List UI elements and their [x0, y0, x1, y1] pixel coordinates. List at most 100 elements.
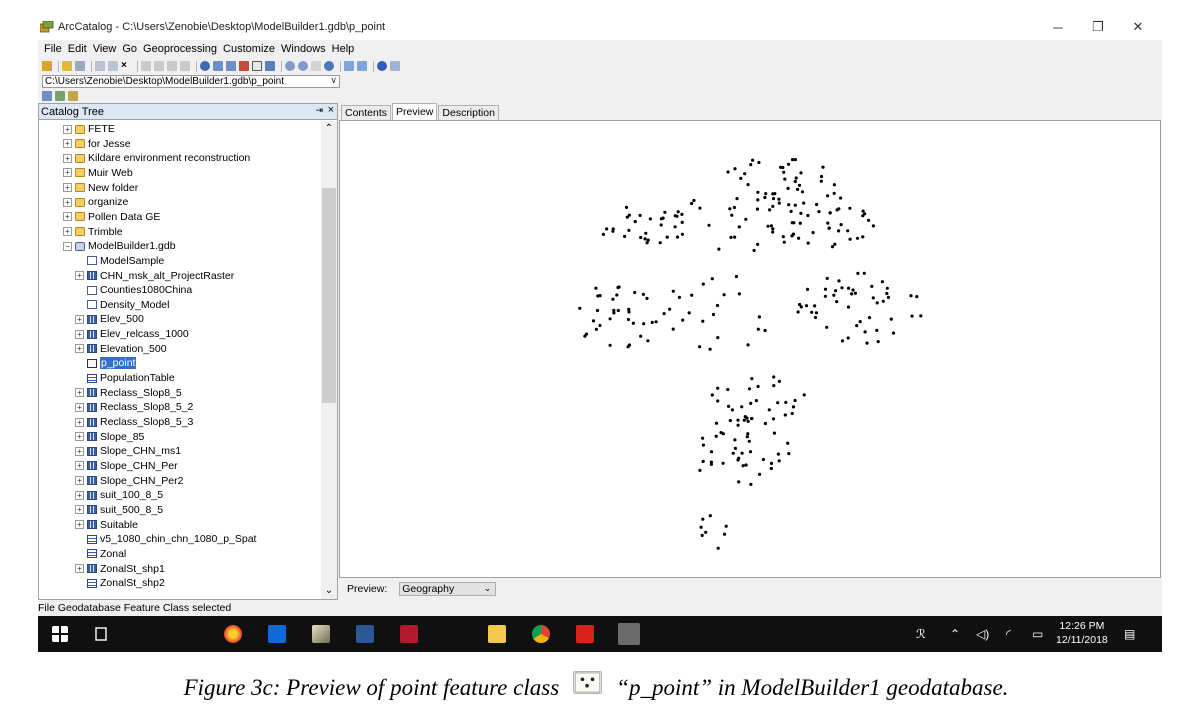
- tree-item[interactable]: ZonalSt_shp2: [75, 576, 165, 590]
- expand-icon[interactable]: +: [75, 388, 84, 398]
- tree-item[interactable]: + Trimble: [63, 225, 123, 239]
- close-button[interactable]: ✕: [1132, 19, 1144, 34]
- title-bar[interactable]: ArcCatalog - C:\Users\Zenobie\Desktop\Mo…: [38, 14, 1162, 40]
- network-icon[interactable]: ◜: [1006, 627, 1011, 641]
- tree-item[interactable]: ModelSample: [75, 254, 164, 268]
- mendeley-icon[interactable]: [400, 625, 418, 643]
- catalog-window-icon[interactable]: [213, 61, 223, 71]
- tree-item[interactable]: + Slope_85: [75, 430, 144, 444]
- task-view-icon[interactable]: [93, 626, 109, 642]
- connect-folder-icon[interactable]: [62, 61, 72, 71]
- tree-item[interactable]: + Slope_CHN_ms1: [75, 444, 181, 458]
- search-window-icon[interactable]: [226, 61, 236, 71]
- firefox-icon[interactable]: [224, 625, 242, 643]
- tree-item[interactable]: + Pollen Data GE: [63, 210, 160, 224]
- dropbox-icon[interactable]: [268, 625, 286, 643]
- tree-item[interactable]: + ZonalSt_shp1: [75, 562, 165, 576]
- delete-icon[interactable]: ×: [121, 60, 127, 71]
- expand-icon[interactable]: +: [75, 329, 84, 339]
- expand-icon[interactable]: +: [75, 271, 84, 280]
- menu-windows[interactable]: Windows: [281, 43, 326, 55]
- tree-item[interactable]: + CHN_msk_alt_ProjectRaster: [75, 269, 234, 283]
- tab-preview[interactable]: Preview: [392, 103, 438, 120]
- menu-edit[interactable]: Edit: [67, 43, 87, 55]
- preview-mode-select[interactable]: Geography ⌄: [399, 582, 497, 596]
- identify-icon[interactable]: [377, 61, 387, 71]
- expand-icon[interactable]: +: [75, 344, 84, 354]
- minimize-button[interactable]: ─: [1053, 19, 1063, 35]
- up-one-level-icon[interactable]: [42, 61, 52, 71]
- refresh-icon[interactable]: [42, 91, 52, 101]
- expand-icon[interactable]: +: [63, 124, 72, 134]
- people-icon[interactable]: ℛ: [916, 627, 926, 641]
- tree-item[interactable]: + for Jesse: [63, 137, 131, 151]
- expand-icon[interactable]: +: [63, 139, 72, 149]
- tree-item[interactable]: p_point: [75, 356, 137, 370]
- word-icon[interactable]: [356, 625, 374, 643]
- expand-icon[interactable]: +: [75, 520, 84, 530]
- details-icon[interactable]: [167, 61, 177, 71]
- tree-item[interactable]: + Reclass_Slop8_5: [75, 386, 182, 400]
- paste-icon[interactable]: [108, 61, 118, 71]
- acrobat-icon[interactable]: [576, 625, 594, 643]
- arctoolbox-icon[interactable]: [239, 61, 249, 71]
- action-center-icon[interactable]: ▤: [1124, 627, 1136, 641]
- metadata-icon[interactable]: [68, 91, 78, 101]
- tree-item[interactable]: Density_Model: [75, 298, 169, 312]
- python-window-icon[interactable]: [252, 61, 262, 71]
- tree-item[interactable]: Counties1080China: [75, 283, 192, 297]
- forward-icon[interactable]: [357, 61, 367, 71]
- tree-item[interactable]: + Suitable: [75, 518, 138, 532]
- tree-item[interactable]: + organize: [63, 195, 128, 209]
- full-extent-icon[interactable]: [324, 61, 334, 71]
- pen-app-icon[interactable]: [312, 625, 330, 643]
- tree-item[interactable]: + Elev_500: [75, 312, 144, 326]
- back-icon[interactable]: [344, 61, 354, 71]
- tree-item[interactable]: + suit_100_8_5: [75, 488, 163, 502]
- tree-scrollbar[interactable]: ⌃ ⌄: [321, 121, 337, 599]
- expand-icon[interactable]: +: [75, 461, 84, 471]
- pin-icon[interactable]: ⇥: [315, 105, 323, 115]
- tree-item[interactable]: + Slope_CHN_Per: [75, 459, 178, 473]
- tree-item[interactable]: Zonal: [75, 547, 126, 561]
- tree-item[interactable]: − ModelBuilder1.gdb: [63, 239, 176, 253]
- menu-file[interactable]: File: [44, 43, 62, 55]
- select-icon[interactable]: [390, 61, 400, 71]
- tree-item[interactable]: PopulationTable: [75, 371, 175, 385]
- tree-item[interactable]: + New folder: [63, 181, 138, 195]
- list-icon[interactable]: [154, 61, 164, 71]
- disconnect-folder-icon[interactable]: [75, 61, 85, 71]
- expand-icon[interactable]: +: [63, 197, 72, 207]
- tree-item[interactable]: + Elev_relcass_1000: [75, 327, 189, 341]
- expand-icon[interactable]: +: [75, 446, 84, 456]
- pan-icon[interactable]: [311, 61, 321, 71]
- expand-icon[interactable]: +: [75, 402, 84, 412]
- show-hidden-icons-icon[interactable]: ⌃: [950, 627, 961, 641]
- collapse-icon[interactable]: −: [63, 241, 72, 251]
- tree-item[interactable]: + Kildare environment reconstruction: [63, 151, 250, 165]
- close-panel-icon[interactable]: ×: [327, 104, 334, 116]
- expand-icon[interactable]: +: [75, 432, 84, 442]
- tab-contents[interactable]: Contents: [341, 105, 392, 120]
- expand-icon[interactable]: +: [63, 183, 72, 193]
- expand-icon[interactable]: +: [63, 168, 72, 178]
- battery-icon[interactable]: ▭: [1032, 627, 1044, 641]
- expand-icon[interactable]: +: [75, 476, 84, 486]
- start-icon[interactable]: [52, 626, 68, 642]
- preview-canvas[interactable]: [339, 120, 1161, 578]
- catalog-tree-list[interactable]: + FETE + for Jesse + Kildare environment reco…: [39, 121, 321, 599]
- restore-button[interactable]: ❐: [1092, 19, 1104, 34]
- tree-item[interactable]: + Elevation_500: [75, 342, 167, 356]
- tree-item[interactable]: + Reclass_Slop8_5_2: [75, 400, 193, 414]
- tree-item[interactable]: + FETE: [63, 122, 115, 136]
- expand-icon[interactable]: +: [63, 212, 72, 222]
- chrome-icon[interactable]: [532, 625, 550, 643]
- scroll-down-icon[interactable]: ⌄: [324, 585, 334, 596]
- tree-item[interactable]: + Slope_CHN_Per2: [75, 474, 183, 488]
- menu-customize[interactable]: Customize: [223, 43, 276, 55]
- system-clock[interactable]: 12:26 PM 12/11/2018: [1056, 619, 1108, 647]
- expand-icon[interactable]: +: [75, 417, 84, 427]
- tree-item[interactable]: v5_1080_chin_chn_1080_p_Spat: [75, 532, 256, 546]
- large-icons-icon[interactable]: [141, 61, 151, 71]
- expand-icon[interactable]: +: [63, 227, 72, 237]
